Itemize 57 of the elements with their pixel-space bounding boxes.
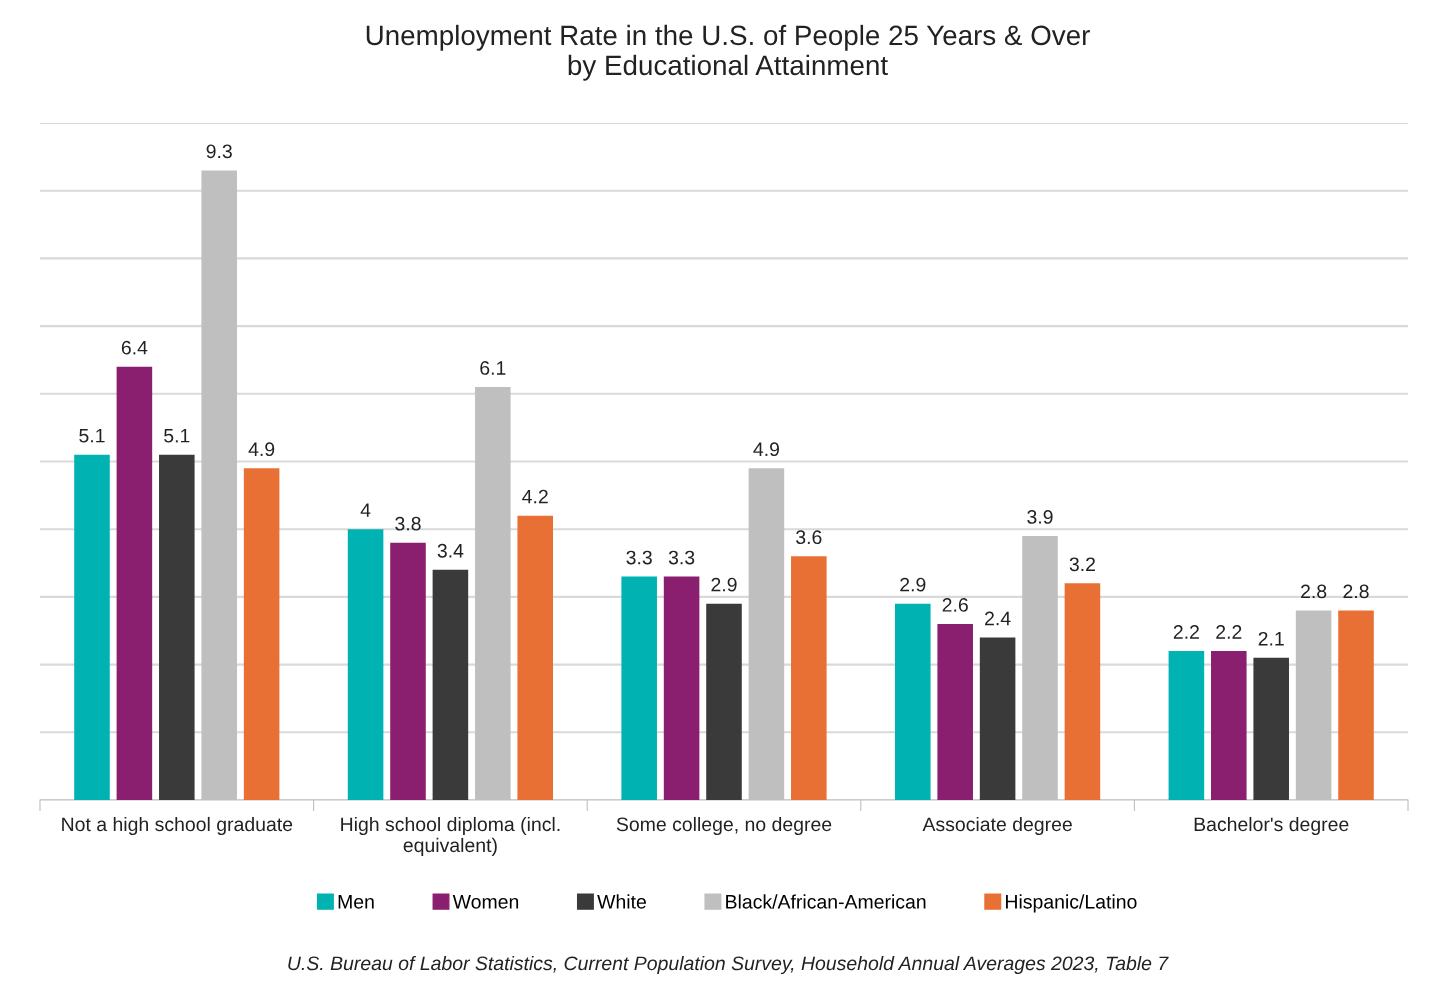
- bar: [243, 468, 280, 800]
- data-label: 3.8: [395, 516, 421, 531]
- data-label: 2.1: [1258, 631, 1284, 646]
- legend-label: Women: [452, 895, 519, 909]
- bar: [432, 569, 469, 800]
- data-label: 3.6: [796, 530, 822, 545]
- text: U.S. Bureau of Labor Statistics, Current Population Survey, Household Annual Averages 2023, Table 7: [288, 955, 1169, 975]
- x-tick-label: High school diploma (incl. equivalent): [341, 816, 560, 856]
- bar: [1253, 657, 1289, 800]
- data-label: 3.3: [668, 550, 695, 565]
- bar: [979, 637, 1016, 800]
- x-tick-label: Associate degree: [922, 816, 1072, 836]
- data-label: 4.2: [522, 489, 548, 504]
- data-label: 9.3: [206, 144, 232, 159]
- bar: [706, 603, 742, 800]
- bar: [1338, 610, 1374, 800]
- bar: [621, 576, 657, 800]
- data-label: 4: [360, 503, 371, 517]
- bar: [159, 454, 195, 800]
- data-label: 2.6: [942, 598, 968, 612]
- data-label: 2.9: [711, 577, 737, 592]
- x-tick-label: Some college, no degree: [616, 816, 832, 836]
- data-label: 2.8: [1301, 584, 1327, 599]
- data-label: 2.2: [1173, 625, 1199, 639]
- data-label: 4.9: [753, 442, 779, 457]
- data-label: 2.4: [985, 611, 1011, 626]
- bar: [791, 556, 827, 800]
- bar: [116, 366, 153, 800]
- legend-label: Black/African-American: [726, 894, 926, 909]
- data-label: 6.4: [121, 340, 148, 355]
- bar: [895, 603, 931, 800]
- bar: [74, 454, 110, 800]
- bar: [390, 542, 426, 800]
- bar: [663, 576, 700, 800]
- legend-label: White: [597, 894, 646, 909]
- data-label: 3.3: [626, 550, 652, 565]
- chart-title: Unemployment Rate in the U.S. of People 25 Years & Over by Educational Attainment: [366, 24, 1090, 81]
- data-label: 5.1: [79, 428, 105, 443]
- data-label: 3.4: [437, 543, 464, 558]
- data-label: 6.1: [480, 361, 506, 375]
- data-label: 5.1: [164, 428, 190, 443]
- bar: [1168, 651, 1205, 800]
- bar: [1211, 651, 1247, 800]
- data-label: 2.8: [1343, 584, 1369, 599]
- bar: [347, 529, 384, 800]
- data-label: 3.2: [1069, 557, 1095, 572]
- data-label: 2.2: [1216, 625, 1242, 639]
- x-tick-label: Not a high school graduate: [62, 816, 293, 836]
- data-label: 4.9: [248, 442, 275, 457]
- x-tick-label: Bachelor's degree: [1194, 816, 1349, 836]
- data-label: 2.9: [900, 577, 926, 592]
- bar: [517, 515, 553, 800]
- bar: [937, 623, 973, 800]
- bar: [1064, 583, 1101, 800]
- legend-label: Hispanic/Latino: [1006, 894, 1137, 913]
- legend-label: Men: [338, 895, 374, 909]
- data-label: 3.9: [1027, 510, 1053, 524]
